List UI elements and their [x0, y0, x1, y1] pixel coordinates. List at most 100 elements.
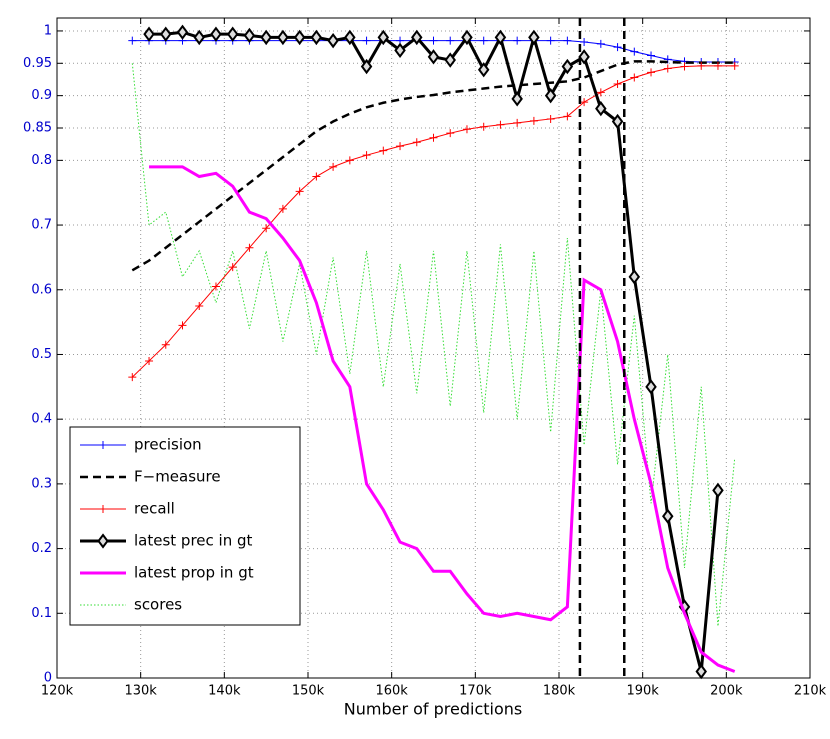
series-marker [226, 26, 239, 42]
series-marker [628, 269, 641, 285]
y-tick-label: 0.95 [23, 56, 52, 71]
series-marker [446, 129, 455, 138]
series-line [131, 63, 736, 627]
series-marker [444, 52, 456, 68]
series-marker [647, 51, 656, 60]
legend-label: scores [134, 596, 182, 614]
series-marker [479, 122, 488, 131]
series-marker [663, 64, 672, 73]
legend-label: precision [134, 436, 202, 454]
x-tick-label: 200k [710, 684, 743, 699]
series-marker [193, 29, 205, 46]
x-axis-label: Number of predictions [344, 700, 522, 719]
series-marker [277, 29, 289, 46]
series-marker [580, 37, 589, 46]
series-marker [730, 61, 739, 70]
series-marker [429, 36, 438, 45]
series-marker [529, 116, 538, 125]
series-marker [713, 61, 722, 70]
series-marker [596, 39, 605, 48]
series-marker [563, 36, 572, 45]
x-tick-label: 180k [543, 684, 576, 699]
y-tick-label: 0.3 [31, 476, 52, 491]
series-marker [446, 36, 455, 45]
y-tick-label: 0.1 [31, 606, 52, 621]
legend-label: latest prec in gt [134, 532, 253, 550]
series-marker [611, 113, 624, 130]
series-marker [680, 62, 689, 71]
x-tick-label: 130k [124, 684, 157, 699]
series-marker [394, 42, 406, 59]
series-marker [477, 62, 490, 78]
series-marker [595, 100, 607, 117]
series-line [131, 60, 735, 272]
series-marker [379, 146, 388, 155]
series-marker [411, 29, 423, 46]
series-marker [546, 36, 555, 45]
series-marker [462, 125, 471, 134]
plot-frame [56, 17, 811, 679]
series-marker [494, 29, 507, 46]
series-marker [613, 43, 622, 52]
series-marker [145, 356, 154, 365]
series-marker [210, 26, 222, 42]
series-marker [427, 49, 440, 65]
y-tick-label: 0.85 [23, 121, 52, 136]
series-marker [278, 204, 287, 213]
y-tick-label: 0.6 [31, 282, 52, 297]
series-marker [128, 36, 137, 45]
series-marker [260, 29, 272, 46]
series-marker [211, 282, 220, 291]
series-marker [143, 26, 155, 42]
x-tick-label: 140k [208, 684, 241, 699]
series-marker [362, 36, 371, 45]
series-marker [578, 49, 590, 65]
series-marker [262, 224, 271, 233]
legend-marker [97, 533, 109, 549]
series-marker [377, 29, 390, 46]
series-marker [630, 47, 639, 56]
series-marker [360, 58, 373, 75]
legend-box [69, 426, 301, 626]
y-tick-label: 0.8 [31, 153, 52, 168]
legend-marker [99, 505, 107, 513]
series-marker [563, 112, 572, 121]
series-marker [645, 379, 657, 395]
series-marker [228, 263, 237, 272]
series-marker [310, 29, 323, 46]
series-line [131, 65, 735, 378]
series-marker [513, 118, 522, 127]
y-tick-label: 0 [44, 671, 52, 686]
series-marker [293, 29, 306, 46]
series-marker [128, 373, 137, 382]
series-marker [295, 187, 304, 196]
x-tick-label: 160k [375, 684, 408, 699]
series-marker [312, 172, 321, 181]
series-marker [479, 36, 488, 45]
series-marker [697, 61, 706, 70]
series-marker [327, 32, 339, 49]
series-marker [695, 663, 707, 680]
series-marker [662, 508, 674, 524]
series-marker [613, 80, 622, 88]
series-marker [345, 156, 354, 165]
series-marker [461, 29, 473, 46]
series-marker [712, 482, 724, 499]
series-marker [596, 88, 605, 97]
x-tick-label: 190k [626, 684, 659, 699]
series-marker [429, 133, 438, 142]
series-marker [161, 340, 170, 349]
series-marker [176, 24, 189, 40]
series-marker [544, 87, 557, 104]
series-marker [647, 68, 656, 77]
series-marker [630, 73, 639, 82]
series-marker [412, 138, 421, 147]
x-tick-label: 150k [292, 684, 325, 699]
series-marker [496, 120, 505, 129]
legend-marker [99, 441, 107, 449]
series-marker [160, 26, 172, 42]
series-marker [546, 114, 555, 123]
series-marker [178, 321, 187, 330]
y-tick-label: 0.5 [31, 347, 52, 362]
